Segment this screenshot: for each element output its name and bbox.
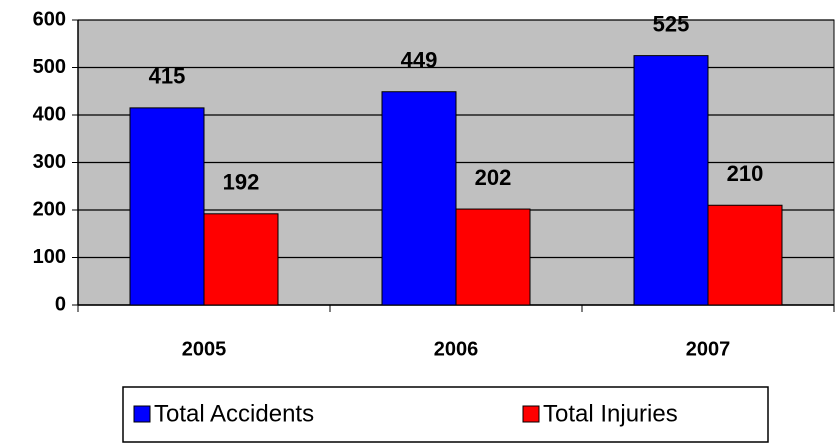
legend-label: Total Accidents	[154, 400, 314, 427]
legend-box	[122, 386, 769, 443]
legend-swatch	[133, 405, 151, 423]
value-label: 192	[223, 170, 260, 195]
x-tick-label: 2007	[686, 338, 731, 360]
value-label: 525	[653, 11, 690, 36]
value-label: 415	[149, 64, 186, 89]
bar	[633, 55, 709, 306]
x-tick-label: 2006	[434, 338, 479, 360]
x-tick-label: 2005	[182, 338, 227, 360]
y-tick-label: 500	[33, 56, 66, 78]
value-label: 202	[475, 165, 512, 190]
legend-label: Total Injuries	[543, 400, 678, 427]
value-label: 449	[401, 48, 438, 73]
y-tick-label: 300	[33, 151, 66, 173]
y-tick-label: 200	[33, 198, 66, 220]
y-tick-label: 400	[33, 103, 66, 125]
legend-swatch	[522, 405, 540, 423]
bar	[707, 204, 783, 306]
bar	[381, 91, 457, 306]
y-tick-label: 600	[33, 8, 66, 30]
bar	[203, 213, 279, 306]
bar	[455, 208, 531, 306]
y-tick-label: 100	[33, 246, 66, 268]
bar	[129, 107, 205, 306]
value-label: 210	[727, 161, 764, 186]
y-tick-label: 0	[55, 293, 66, 315]
